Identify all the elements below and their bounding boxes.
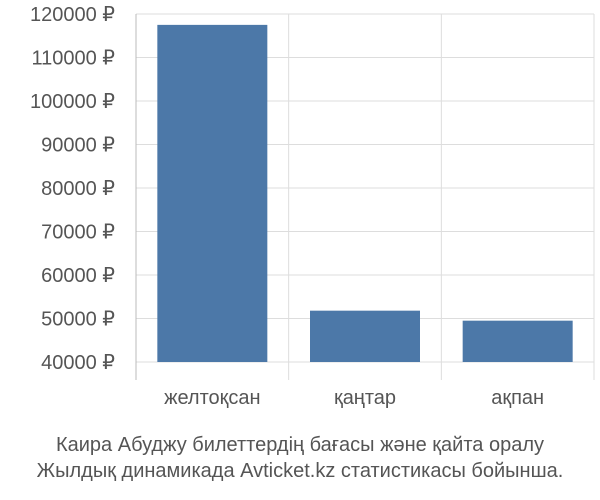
- y-tick-labels: 40000 ₽ 50000 ₽ 60000 ₽ 70000 ₽ 80000 ₽ 90000…: [30, 4, 115, 374]
- y-tick-label: 50000 ₽: [41, 309, 115, 331]
- y-tick-label: 70000 ₽: [41, 222, 115, 244]
- x-tick-labels: желтоқсан қаңтар ақпан: [164, 387, 544, 409]
- y-tick-label: 120000 ₽: [30, 4, 115, 26]
- y-tick-label: 60000 ₽: [41, 265, 115, 287]
- x-tick-label: ақпан: [491, 387, 544, 409]
- bars: [157, 24, 573, 362]
- y-tick-label: 110000 ₽: [31, 48, 115, 70]
- bar: [157, 24, 268, 362]
- chart-caption-line-1: Каира Абуджу билеттердің бағасы және қай…: [55, 434, 545, 456]
- x-tick-label: қаңтар: [334, 387, 396, 409]
- y-tick-label: 90000 ₽: [41, 135, 115, 157]
- bar: [462, 320, 573, 362]
- x-tick-label: желтоқсан: [164, 387, 260, 409]
- bar: [310, 310, 420, 362]
- y-tick-label: 40000 ₽: [41, 352, 115, 374]
- y-tick-label: 80000 ₽: [41, 178, 115, 200]
- chart-caption-line-2: Жылдық динамикада Avticket.kz статистика…: [36, 460, 564, 482]
- y-tick-label: 100000 ₽: [30, 91, 115, 113]
